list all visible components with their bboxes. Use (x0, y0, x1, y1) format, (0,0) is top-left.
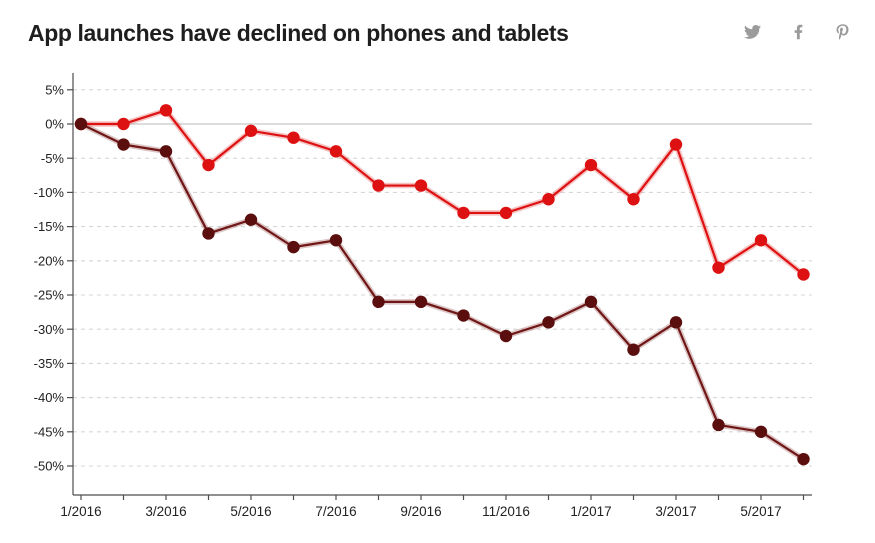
x-axis-label: 9/2016 (400, 504, 441, 519)
dark-red-line-marker (329, 234, 343, 247)
red-line-marker (797, 268, 810, 281)
red-line-marker (627, 193, 640, 206)
x-axis-label: 11/2016 (482, 504, 530, 519)
y-axis-label: -15% (34, 219, 65, 234)
dark-red-line-path (80, 123, 805, 461)
red-line-marker (117, 117, 130, 131)
dark-red-line-marker (499, 329, 513, 343)
dark-red-line-marker (159, 145, 173, 158)
y-axis-label: -50% (34, 459, 65, 474)
dark-red-line-marker (669, 316, 683, 329)
y-axis-label: -5% (41, 151, 65, 166)
y-axis-label: -10% (34, 185, 65, 200)
red-line-marker (414, 179, 428, 192)
chart-header: App launches have declined on phones and… (0, 0, 875, 68)
red-line-marker (202, 158, 215, 172)
twitter-share-icon[interactable] (744, 25, 761, 39)
dark-red-line-marker (712, 418, 725, 432)
dark-red-line-marker (797, 452, 810, 466)
facebook-share-icon[interactable] (794, 24, 803, 40)
y-axis-label: 5% (45, 82, 64, 97)
share-icon-bar (744, 0, 875, 40)
page-title: App launches have declined on phones and… (28, 20, 569, 46)
dark-red-line-halo (79, 121, 805, 462)
x-axis-label: 5/2016 (230, 504, 271, 519)
dark-red-line-marker (754, 425, 768, 438)
red-line-marker (372, 179, 385, 192)
y-axis-label: -20% (34, 253, 65, 268)
x-axis-label: 7/2016 (315, 504, 356, 519)
y-axis-label: -35% (34, 356, 65, 371)
red-line-marker (287, 131, 300, 144)
y-axis-label: 0% (45, 117, 64, 132)
dark-red-line-marker (414, 295, 428, 309)
dark-red-line-marker (202, 227, 215, 240)
red-line-path (81, 109, 805, 276)
red-line-marker (159, 104, 173, 117)
dark-red-line-marker (244, 213, 258, 226)
dark-red-line-marker (627, 343, 640, 356)
red-line-marker (499, 206, 513, 220)
x-axis-label: 3/2016 (145, 504, 186, 519)
y-axis-label: -45% (34, 424, 65, 439)
dark-red-line-marker (287, 240, 300, 254)
y-axis-label: -30% (34, 322, 65, 337)
pinterest-share-icon[interactable] (836, 24, 849, 40)
red-line-marker (542, 193, 555, 206)
red-line-marker (669, 138, 683, 151)
y-axis-label: -40% (34, 390, 65, 405)
red-line-marker (712, 261, 725, 274)
x-axis-label: 5/2017 (740, 504, 781, 519)
dark-red-line-marker (117, 138, 130, 151)
y-axis-label: -25% (34, 288, 65, 303)
chart-canvas: 5% 0% -5% -10% -15% -20% -25% -30% -35% -40% -45% -… (34, 73, 812, 519)
dark-red-line-marker (542, 316, 555, 329)
red-line-marker (244, 124, 258, 138)
red-line-marker (754, 234, 768, 247)
dark-red-line-marker (457, 309, 470, 322)
red-line-marker (329, 145, 343, 158)
x-axis-label: 1/2017 (570, 504, 611, 519)
line-chart: 5% 0% -5% -10% -15% -20% -25% -30% -35% -40% -45% -… (0, 68, 875, 543)
x-axis-label: 3/2017 (655, 504, 696, 519)
x-axis-label: 1/2016 (60, 504, 101, 519)
red-line-marker (584, 158, 598, 172)
red-line-marker (457, 206, 470, 220)
dark-red-line-marker (584, 295, 598, 309)
dark-red-line-marker (74, 117, 88, 131)
dark-red-line-marker (372, 295, 385, 309)
